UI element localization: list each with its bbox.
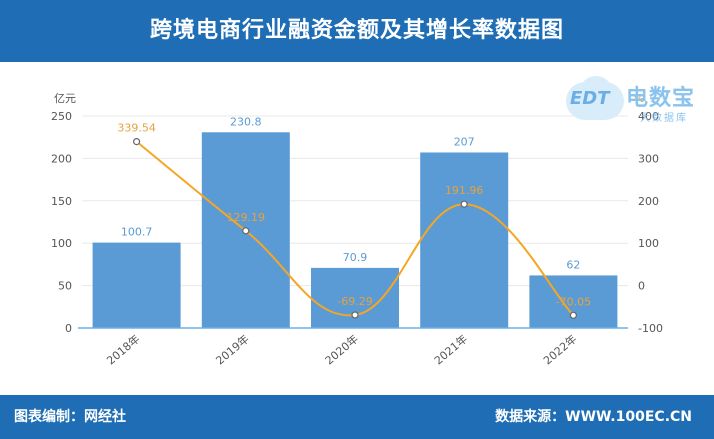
growth-rate-line bbox=[135, 140, 575, 317]
x-tick-label: 2021年 bbox=[431, 332, 470, 368]
line-value-label: 339.54 bbox=[117, 122, 156, 135]
bar-value-label: 230.8 bbox=[230, 115, 262, 128]
left-tick-label: 100 bbox=[51, 237, 72, 250]
right-tick-label: -100 bbox=[638, 322, 663, 335]
header-bar: 跨境电商行业融资金额及其增长率数据图 bbox=[0, 0, 714, 62]
line-point bbox=[460, 200, 468, 208]
left-tick-label: 250 bbox=[51, 110, 72, 123]
left-axis-label: 亿元 bbox=[54, 92, 76, 105]
bar bbox=[420, 152, 509, 328]
page-title: 跨境电商行业融资金额及其增长率数据图 bbox=[149, 18, 564, 43]
x-tick-label: 2019年 bbox=[213, 332, 252, 368]
footer-credit: 图表编制：网经社 bbox=[14, 409, 126, 425]
line-value-label: -69.29 bbox=[337, 295, 372, 308]
bar-value-label: 62 bbox=[566, 258, 580, 271]
right-tick-label: 100 bbox=[638, 237, 659, 250]
right-axis-label: % bbox=[634, 92, 644, 105]
bar-value-label: 207 bbox=[454, 135, 475, 148]
chart-area: 0 50 100 150 200 250 -100 0 100 200 300 400 亿元% 100.7… bbox=[0, 62, 714, 395]
right-tick-label: 0 bbox=[638, 280, 645, 293]
bar bbox=[92, 242, 181, 328]
line-value-label: 191.96 bbox=[445, 184, 484, 197]
bar-value-label: 70.9 bbox=[343, 251, 368, 264]
logo-main-text: 电数宝 bbox=[626, 86, 696, 111]
bar-value-label: 100.7 bbox=[121, 226, 153, 239]
right-tick-label: 300 bbox=[638, 152, 659, 165]
line-value-label: 129.19 bbox=[227, 211, 266, 224]
left-tick-label: 200 bbox=[51, 152, 72, 165]
line-point bbox=[242, 227, 250, 235]
x-tick-label: 2022年 bbox=[540, 332, 579, 368]
right-tick-label: 200 bbox=[638, 195, 659, 208]
footer-bar: 图表编制：网经社 数据来源：WWW.100EC.CN bbox=[0, 395, 714, 439]
line-point bbox=[569, 311, 578, 319]
footer-source: 数据来源：WWW.100EC.CN bbox=[495, 409, 692, 425]
bar bbox=[529, 275, 618, 328]
x-tick-label: 2020年 bbox=[322, 332, 361, 368]
logo-cloud-top-icon bbox=[580, 76, 612, 106]
logo: EDT 电数宝 大数据库 bbox=[562, 76, 712, 126]
left-tick-label: 150 bbox=[51, 195, 72, 208]
right-tick-label: 400 bbox=[638, 110, 659, 123]
line-value-label: -70.05 bbox=[556, 295, 591, 308]
left-tick-label: 0 bbox=[65, 322, 72, 335]
logo-sub-text: 大数据库 bbox=[640, 113, 688, 124]
logo-badge: EDT bbox=[570, 88, 610, 109]
line-point bbox=[351, 311, 359, 319]
left-tick-label: 50 bbox=[58, 280, 72, 293]
x-tick-label: 2018年 bbox=[104, 332, 143, 368]
line-point bbox=[133, 138, 141, 146]
chart-svg: 0 50 100 150 200 250 -100 0 100 200 300 400 亿元 % 100.7… bbox=[51, 92, 663, 368]
